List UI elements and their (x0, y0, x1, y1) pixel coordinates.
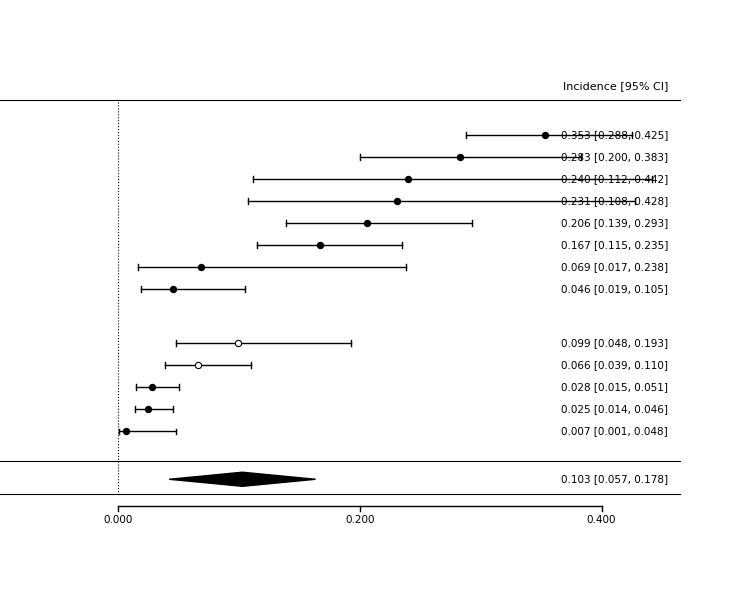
Text: 0.000: 0.000 (103, 514, 133, 524)
Text: 0.400: 0.400 (586, 514, 616, 524)
Text: 0.283 [0.200, 0.383]: 0.283 [0.200, 0.383] (561, 152, 668, 161)
Polygon shape (169, 472, 315, 486)
Text: 0.200: 0.200 (345, 514, 374, 524)
Text: 0.066 [0.039, 0.110]: 0.066 [0.039, 0.110] (561, 360, 668, 370)
Text: 0.069 [0.017, 0.238]: 0.069 [0.017, 0.238] (561, 262, 668, 272)
Text: 0.240 [0.112, 0.442]: 0.240 [0.112, 0.442] (561, 174, 668, 184)
Text: 0.099 [0.048, 0.193]: 0.099 [0.048, 0.193] (561, 338, 668, 348)
Text: 0.206 [0.139, 0.293]: 0.206 [0.139, 0.293] (561, 218, 668, 228)
Text: 0.231 [0.108, 0.428]: 0.231 [0.108, 0.428] (561, 196, 668, 206)
Text: 0.025 [0.014, 0.046]: 0.025 [0.014, 0.046] (561, 404, 668, 414)
Text: 0.167 [0.115, 0.235]: 0.167 [0.115, 0.235] (561, 240, 668, 250)
Text: 0.028 [0.015, 0.051]: 0.028 [0.015, 0.051] (561, 382, 668, 392)
Text: 0.353 [0.288, 0.425]: 0.353 [0.288, 0.425] (561, 130, 668, 140)
Text: 0.103 [0.057, 0.178]: 0.103 [0.057, 0.178] (561, 474, 668, 484)
Text: Incidence [95% CI]: Incidence [95% CI] (562, 81, 668, 91)
Text: 0.046 [0.019, 0.105]: 0.046 [0.019, 0.105] (561, 284, 668, 294)
Text: 0.007 [0.001, 0.048]: 0.007 [0.001, 0.048] (561, 426, 668, 437)
